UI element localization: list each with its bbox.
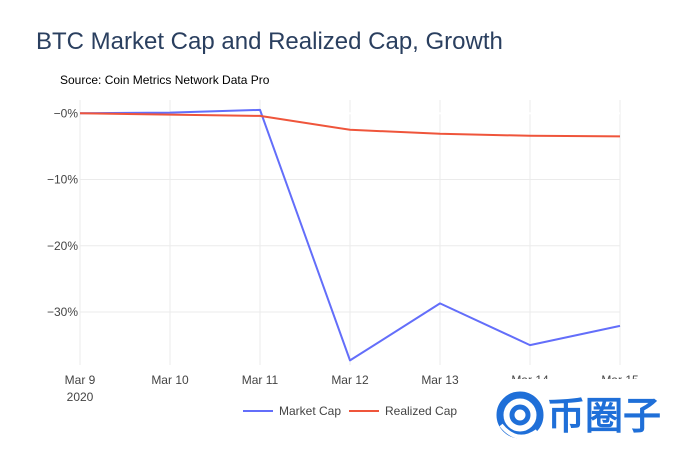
x-tick-label: Mar 10 [151,373,189,387]
legend-label: Realized Cap [385,404,457,418]
series-line-realized-cap [79,112,621,138]
chart-title: BTC Market Cap and Realized Cap, Growth [36,28,503,55]
legend-label: Market Cap [279,404,341,418]
x-tick-label: Mar 11 [242,373,279,387]
swirl-logo-icon [496,391,544,439]
y-axis-tick-labels: −0% −10% −20% −30% [47,106,78,319]
x-tick-year-label: 2020 [67,390,94,404]
series-layer [79,108,621,362]
x-tick-label: Mar 12 [331,373,369,387]
y-tick-label: −10% [47,173,78,187]
x-tick-label: Mar 13 [421,373,459,387]
y-tick-label: −20% [47,239,78,253]
chart-source-note: Source: Coin Metrics Network Data Pro [60,73,270,87]
y-tick-label: −0% [54,106,79,120]
y-tick-label: −30% [47,305,78,319]
watermark: 币圈子 [487,379,700,450]
series-line-market-cap [79,108,621,362]
watermark-text: 币圈子 [547,394,661,438]
x-tick-label: Mar 9 [65,373,96,387]
watermark-graphic: 币圈子 [496,391,661,439]
x-gridlines [79,100,621,365]
legend: Market Cap Realized Cap [243,404,457,418]
